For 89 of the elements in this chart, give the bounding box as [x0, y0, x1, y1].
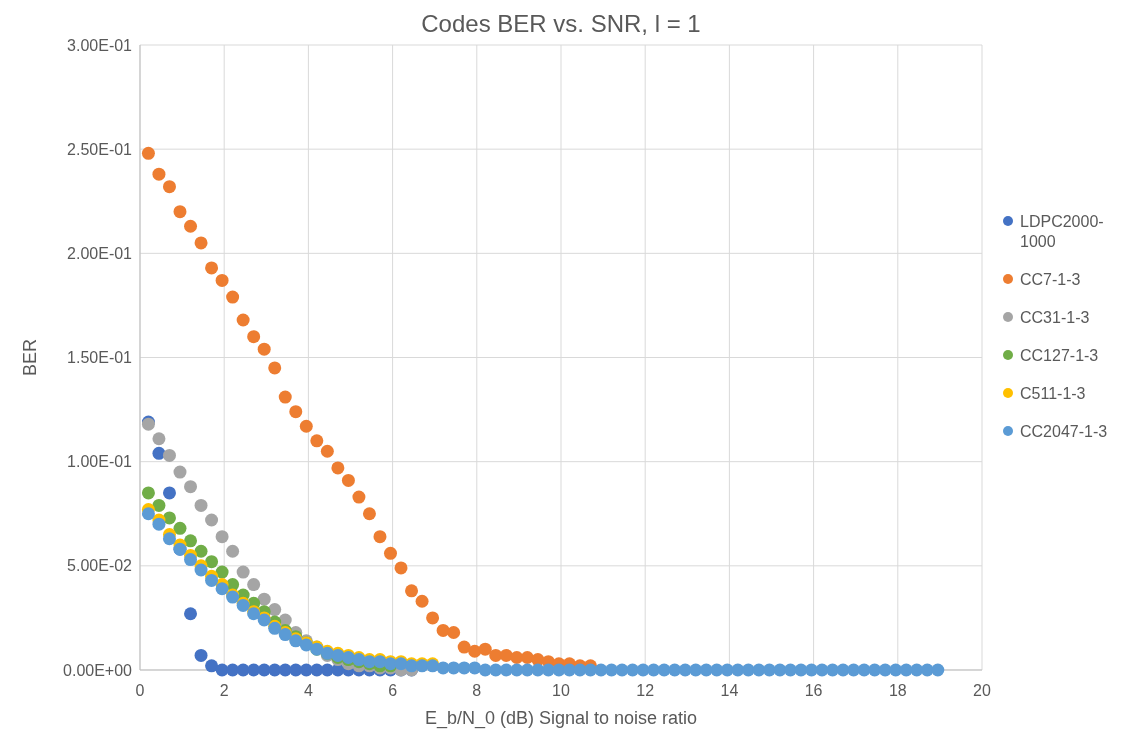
point: [226, 290, 240, 304]
point: [426, 611, 440, 625]
legend-label: LDPC2000-1000: [1020, 213, 1104, 250]
point: [215, 565, 229, 579]
y-tick-label: 5.00E-02: [67, 557, 133, 575]
y-tick-label: 0.00E+00: [63, 661, 133, 679]
legend-label: CC2047-1-3: [1020, 423, 1108, 440]
point: [362, 507, 376, 521]
x-axis-title: E_b/N_0 (dB) Signal to noise ratio: [424, 708, 698, 729]
point: [383, 546, 397, 560]
point: [331, 461, 345, 475]
point: [236, 565, 250, 579]
point: [152, 432, 166, 446]
point: [268, 361, 282, 375]
point: [205, 513, 219, 527]
point: [173, 521, 187, 535]
point: [194, 236, 208, 250]
point: [436, 623, 450, 637]
point: [215, 530, 229, 544]
point: [405, 584, 419, 598]
point: [162, 511, 176, 525]
x-tick-label: 10: [552, 682, 570, 699]
point: [184, 219, 198, 233]
point: [226, 544, 240, 558]
x-tick-label: 16: [804, 682, 823, 699]
point: [215, 273, 229, 287]
x-tick-label: 20: [973, 682, 991, 699]
point: [278, 390, 292, 404]
x-tick-label: 2: [219, 682, 229, 699]
point: [468, 644, 482, 658]
point: [499, 648, 513, 662]
point: [257, 592, 271, 606]
x-tick-label: 14: [720, 682, 739, 699]
point: [352, 490, 366, 504]
point: [152, 498, 166, 512]
point: [173, 205, 187, 219]
chart-title: Codes BER vs. SNR, l = 1: [421, 10, 701, 37]
legend-label: CC7-1-3: [1020, 271, 1081, 288]
x-tick-label: 0: [135, 682, 145, 699]
point: [173, 465, 187, 479]
point: [415, 594, 429, 608]
point: [141, 486, 155, 500]
point: [489, 648, 503, 662]
point: [162, 448, 176, 462]
point: [299, 419, 313, 433]
point: [268, 603, 282, 617]
point: [205, 261, 219, 275]
legend-label: CC127-1-3: [1020, 347, 1099, 364]
point: [152, 446, 166, 460]
point: [184, 480, 198, 494]
point: [184, 607, 198, 621]
point: [205, 555, 219, 569]
point: [394, 561, 408, 575]
point: [194, 498, 208, 512]
point: [247, 330, 261, 344]
point: [205, 659, 219, 673]
point: [447, 626, 461, 639]
legend-label: C511-1-3: [1020, 385, 1086, 402]
point: [236, 313, 250, 327]
y-tick-label: 1.00E-01: [67, 453, 133, 471]
y-axis-title: BER: [20, 338, 40, 377]
point: [510, 651, 524, 664]
x-tick-label: 8: [472, 682, 482, 699]
point: [289, 405, 303, 419]
y-tick-label: 1.50E-01: [67, 349, 133, 367]
point: [162, 180, 176, 194]
legend-label: CC31-1-3: [1020, 309, 1090, 326]
point: [478, 642, 492, 656]
x-tick-label: 18: [888, 682, 907, 699]
point: [152, 167, 166, 181]
point: [310, 434, 324, 448]
point: [194, 648, 208, 662]
y-tick-label: 2.50E-01: [67, 140, 133, 158]
y-tick-label: 2.00E-01: [67, 244, 133, 262]
x-tick-label: 4: [303, 682, 313, 699]
point: [162, 486, 176, 500]
x-tick-label: 6: [388, 682, 398, 699]
point: [520, 651, 534, 664]
x-tick-label: 12: [636, 682, 655, 699]
point: [457, 640, 471, 654]
point: [373, 530, 387, 544]
point: [257, 342, 271, 356]
point: [141, 146, 155, 160]
point: [194, 544, 208, 558]
point: [184, 534, 198, 548]
y-tick-label: 3.00E-01: [67, 36, 133, 54]
point: [341, 473, 355, 487]
point: [320, 444, 334, 458]
point: [247, 578, 261, 592]
